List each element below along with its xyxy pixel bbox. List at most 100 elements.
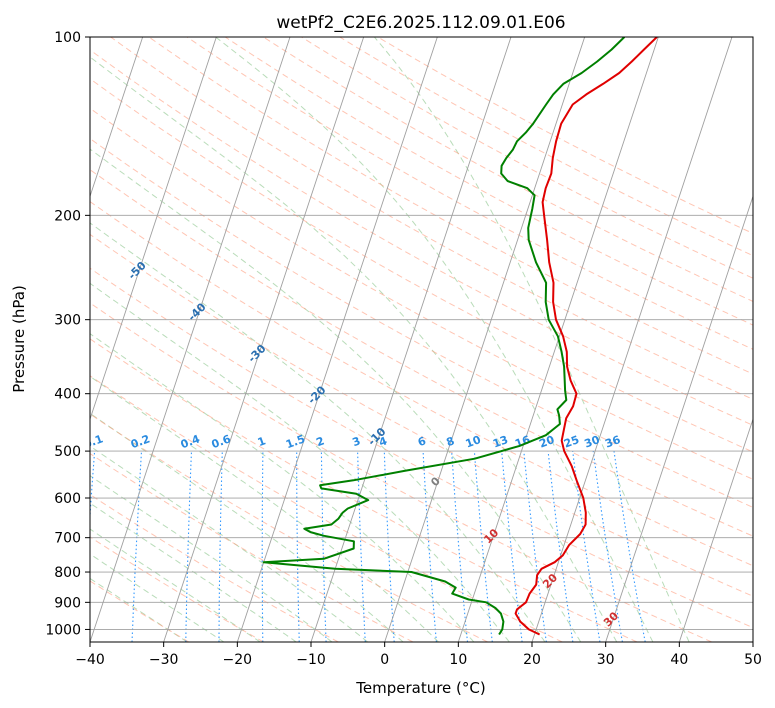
mixing-ratio-line <box>218 451 223 642</box>
dry-adiabat <box>110 37 753 400</box>
x-tick-label: 0 <box>380 652 389 668</box>
isotherm <box>384 37 586 642</box>
moist-adiabat <box>90 375 439 642</box>
dry-adiabat-label: 10 <box>481 526 501 546</box>
y-tick-label: 800 <box>54 565 81 581</box>
mixing-ratio-line <box>185 451 193 642</box>
isotherm <box>531 37 733 642</box>
mixing-ratio-label: 1.5 <box>284 432 307 451</box>
dry-adiabat-label: -70 <box>6 176 29 199</box>
mixing-ratio-label: 4 <box>377 434 389 449</box>
dry-adiabat <box>90 201 753 567</box>
x-tick-label: 50 <box>744 652 762 668</box>
y-tick-label: 400 <box>54 387 81 403</box>
mixing-ratio-line <box>547 451 574 642</box>
isotherm <box>236 37 438 642</box>
moist-adiabat <box>90 445 368 642</box>
moist-adiabat <box>90 412 404 642</box>
dry-adiabat-label: 20 <box>540 571 560 591</box>
dry-adiabat <box>377 37 753 234</box>
dry-adiabat <box>90 302 712 642</box>
temperature-line <box>514 37 658 636</box>
isotherm <box>163 37 365 642</box>
moist-adiabat <box>90 502 297 642</box>
dry-adiabat <box>90 233 753 597</box>
chart-title: wetPf2_C2E6.2025.112.09.01.E06 <box>276 13 565 33</box>
moist-adiabat <box>90 333 475 642</box>
grid-lines <box>90 37 753 642</box>
y-tick-label: 700 <box>54 531 81 547</box>
moist-adiabat <box>374 37 690 642</box>
mixing-ratio-label: 0.6 <box>210 432 233 451</box>
y-tick-label: 1000 <box>45 622 81 638</box>
x-tick-label: 30 <box>597 652 615 668</box>
mixing-ratio-label: 1 <box>256 434 268 449</box>
mixing-ratio-label: 0.2 <box>129 432 152 451</box>
dewpoint-line <box>262 37 626 636</box>
moist-adiabat <box>215 37 654 642</box>
dry-adiabat <box>90 536 264 642</box>
mixing-ratio-line <box>422 451 437 642</box>
isotherm <box>90 37 291 642</box>
dry-adiabat <box>148 37 753 375</box>
dry-adiabat-label: -40 <box>185 300 208 323</box>
isotherm <box>90 37 217 421</box>
mixing-ratio-label: 36 <box>603 433 622 451</box>
mixing-ratio-line <box>592 451 623 642</box>
moist-adiabat <box>90 528 261 642</box>
y-axis: 1000 900 800 700 600 500 400 300 200 100 <box>45 30 90 638</box>
mixing-ratio-line <box>501 451 523 642</box>
isotherm <box>90 37 144 198</box>
x-tick-label: −10 <box>296 652 326 668</box>
dry-adiabat <box>224 37 753 326</box>
mixing-ratio-label: 25 <box>562 433 581 450</box>
moist-adiabat <box>90 56 618 642</box>
mixing-ratio-line <box>320 451 327 642</box>
mixing-ratio-line <box>523 451 547 642</box>
dry-adiabat <box>90 78 753 453</box>
x-axis: −40 −30 −20 −10 0 10 20 30 40 50 <box>75 642 762 668</box>
mixing-ratio-label: 13 <box>491 433 510 450</box>
mixing-ratio-line <box>90 451 96 523</box>
y-tick-label: 900 <box>54 595 81 611</box>
y-tick-label: 600 <box>54 491 81 507</box>
moist-adiabat <box>90 282 510 642</box>
y-tick-label: 300 <box>54 313 81 329</box>
x-tick-label: −40 <box>75 652 105 668</box>
dry-adiabat <box>90 375 563 642</box>
dry-adiabat <box>90 49 753 426</box>
x-tick-label: 20 <box>523 652 541 668</box>
dry-adiabat <box>90 452 414 642</box>
x-axis-label: Temperature (°C) <box>355 679 485 697</box>
mixing-ratio-line <box>473 451 493 642</box>
x-tick-label: −30 <box>149 652 179 668</box>
x-tick-label: −20 <box>223 652 253 668</box>
profile-series <box>262 37 658 636</box>
mixing-ratio-label: 30 <box>583 433 602 451</box>
background-lines <box>90 37 753 642</box>
y-tick-label: 500 <box>54 444 81 460</box>
y-tick-label: 100 <box>54 30 81 46</box>
plot-frame <box>89 36 754 643</box>
dry-adiabat-label: -30 <box>245 342 268 365</box>
mixing-ratio-label: 2 <box>314 434 326 449</box>
isotherm <box>605 194 753 642</box>
mixing-ratio-line <box>261 451 264 642</box>
mixing-ratio-line <box>451 451 469 642</box>
y-axis-label: Pressure (hPa) <box>10 285 28 393</box>
dry-adiabat <box>90 580 190 642</box>
mixing-ratio-label: 0.4 <box>179 432 202 451</box>
dry-adiabat <box>263 37 753 302</box>
dry-adiabat <box>90 267 753 629</box>
dry-adiabat <box>90 338 638 642</box>
isotherm <box>310 37 512 642</box>
line-labels: 0.10.20.40.611.52346810131620253036-100-… <box>6 176 623 630</box>
mixing-ratio-label: 3 <box>351 434 363 449</box>
dry-adiabat <box>90 493 339 642</box>
moist-adiabat <box>90 222 546 642</box>
mixing-ratio-line <box>383 451 395 642</box>
moist-adiabat <box>90 475 333 642</box>
mixing-ratio-label: 20 <box>537 433 556 451</box>
x-tick-label: 10 <box>449 652 467 668</box>
